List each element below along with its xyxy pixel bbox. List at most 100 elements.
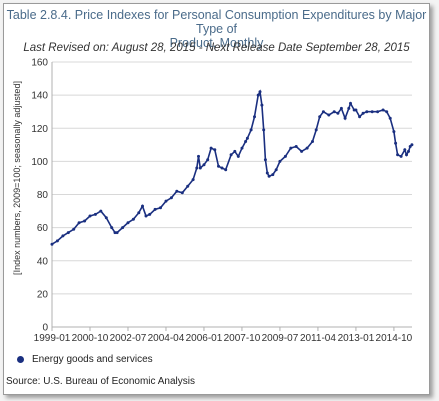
data-point bbox=[113, 231, 117, 235]
data-point bbox=[311, 140, 314, 143]
y-tick-label: 140 bbox=[31, 91, 48, 102]
data-point bbox=[50, 242, 54, 246]
data-point bbox=[224, 168, 228, 172]
data-point bbox=[385, 110, 389, 114]
data-point bbox=[396, 153, 400, 157]
data-point bbox=[388, 116, 392, 120]
data-point bbox=[332, 110, 336, 114]
data-point bbox=[354, 108, 358, 112]
data-point bbox=[305, 146, 309, 150]
data-point bbox=[110, 226, 114, 230]
y-tick-label: 160 bbox=[31, 58, 48, 69]
data-point bbox=[233, 149, 237, 153]
data-point bbox=[263, 158, 267, 162]
data-point bbox=[283, 154, 287, 158]
data-point bbox=[175, 189, 179, 193]
data-point bbox=[191, 178, 195, 182]
axes bbox=[51, 62, 412, 331]
data-point bbox=[141, 204, 144, 208]
data-point bbox=[180, 191, 184, 195]
series-lines bbox=[50, 89, 414, 246]
x-tick-label: 2011-04 bbox=[300, 333, 336, 344]
data-point bbox=[220, 166, 224, 170]
data-point bbox=[339, 106, 343, 110]
data-point bbox=[376, 110, 380, 114]
data-point bbox=[164, 199, 168, 203]
y-tick-label: 80 bbox=[37, 190, 49, 201]
y-tick-labels: 0 20 40 60 80 100 120 140 160 bbox=[31, 58, 48, 334]
data-point bbox=[104, 216, 108, 220]
data-point bbox=[66, 231, 70, 235]
chart-title-line-2: Product, Monthly bbox=[169, 36, 264, 50]
data-point bbox=[370, 110, 374, 114]
data-point bbox=[405, 153, 408, 157]
data-point bbox=[249, 128, 253, 132]
data-point bbox=[258, 90, 262, 94]
y-tick-label: 40 bbox=[37, 256, 49, 267]
data-point bbox=[186, 184, 190, 188]
data-point bbox=[148, 212, 152, 216]
data-point bbox=[403, 148, 407, 152]
data-point bbox=[289, 146, 293, 150]
x-tick-label: 2006-01 bbox=[186, 333, 223, 344]
legend[interactable]: Energy goods and services bbox=[17, 354, 153, 365]
x-tick-label: 1999-01 bbox=[34, 333, 71, 344]
data-point bbox=[392, 130, 396, 134]
chart-title: Table 2.8.4. Price Indexes for Personal … bbox=[4, 8, 429, 50]
data-point bbox=[83, 219, 87, 223]
x-tick-label: 2009-07 bbox=[262, 333, 299, 344]
data-point bbox=[144, 214, 148, 218]
y-tick-label: 60 bbox=[37, 223, 49, 234]
data-point bbox=[361, 111, 365, 115]
data-point bbox=[394, 141, 398, 145]
data-point bbox=[294, 145, 298, 148]
data-point bbox=[253, 115, 256, 119]
y-tick-label: 100 bbox=[31, 157, 48, 168]
data-point bbox=[347, 106, 351, 110]
data-point bbox=[381, 108, 385, 112]
data-point bbox=[262, 128, 266, 132]
series-line bbox=[51, 89, 413, 245]
data-point bbox=[245, 136, 249, 140]
chart-panel: Table 2.8.4. Price Indexes for Personal … bbox=[3, 3, 430, 395]
data-point bbox=[314, 128, 318, 132]
data-point bbox=[321, 110, 325, 114]
data-point bbox=[365, 110, 369, 114]
x-tick-labels: 1999-01 2000-10 2002-07 2004-04 2006-01 2007-… bbox=[34, 333, 413, 344]
x-tick-label: 2004-04 bbox=[148, 333, 185, 344]
y-tick-label: 20 bbox=[37, 289, 49, 300]
data-point bbox=[115, 231, 119, 235]
data-point bbox=[256, 93, 260, 97]
data-point bbox=[99, 209, 103, 213]
data-point bbox=[197, 154, 200, 158]
data-point bbox=[410, 143, 414, 147]
data-point bbox=[343, 116, 347, 120]
data-point bbox=[213, 148, 217, 152]
data-point bbox=[72, 227, 76, 231]
x-tick-label: 2013-01 bbox=[338, 333, 375, 344]
data-point bbox=[159, 206, 162, 210]
data-point bbox=[121, 226, 125, 230]
data-point bbox=[260, 103, 264, 107]
data-point bbox=[209, 146, 213, 150]
data-point bbox=[278, 159, 282, 163]
data-point bbox=[349, 101, 352, 105]
data-point bbox=[93, 212, 97, 216]
data-point bbox=[198, 166, 202, 170]
data-point bbox=[217, 164, 220, 168]
legend-marker-icon bbox=[17, 355, 24, 363]
data-point bbox=[358, 115, 362, 119]
y-tick-label: 0 bbox=[42, 323, 48, 334]
data-point bbox=[169, 196, 173, 200]
grid-lines bbox=[52, 61, 412, 328]
data-point bbox=[55, 239, 59, 243]
data-point bbox=[202, 163, 206, 167]
data-point bbox=[399, 154, 403, 158]
source-note: Source: U.S. Bureau of Economic Analysis bbox=[6, 376, 195, 387]
x-tick-label: 2014-10 bbox=[376, 333, 413, 344]
data-point bbox=[195, 166, 199, 170]
data-point bbox=[407, 149, 410, 153]
data-point bbox=[137, 211, 141, 215]
data-point bbox=[274, 168, 278, 172]
data-point bbox=[318, 115, 322, 119]
